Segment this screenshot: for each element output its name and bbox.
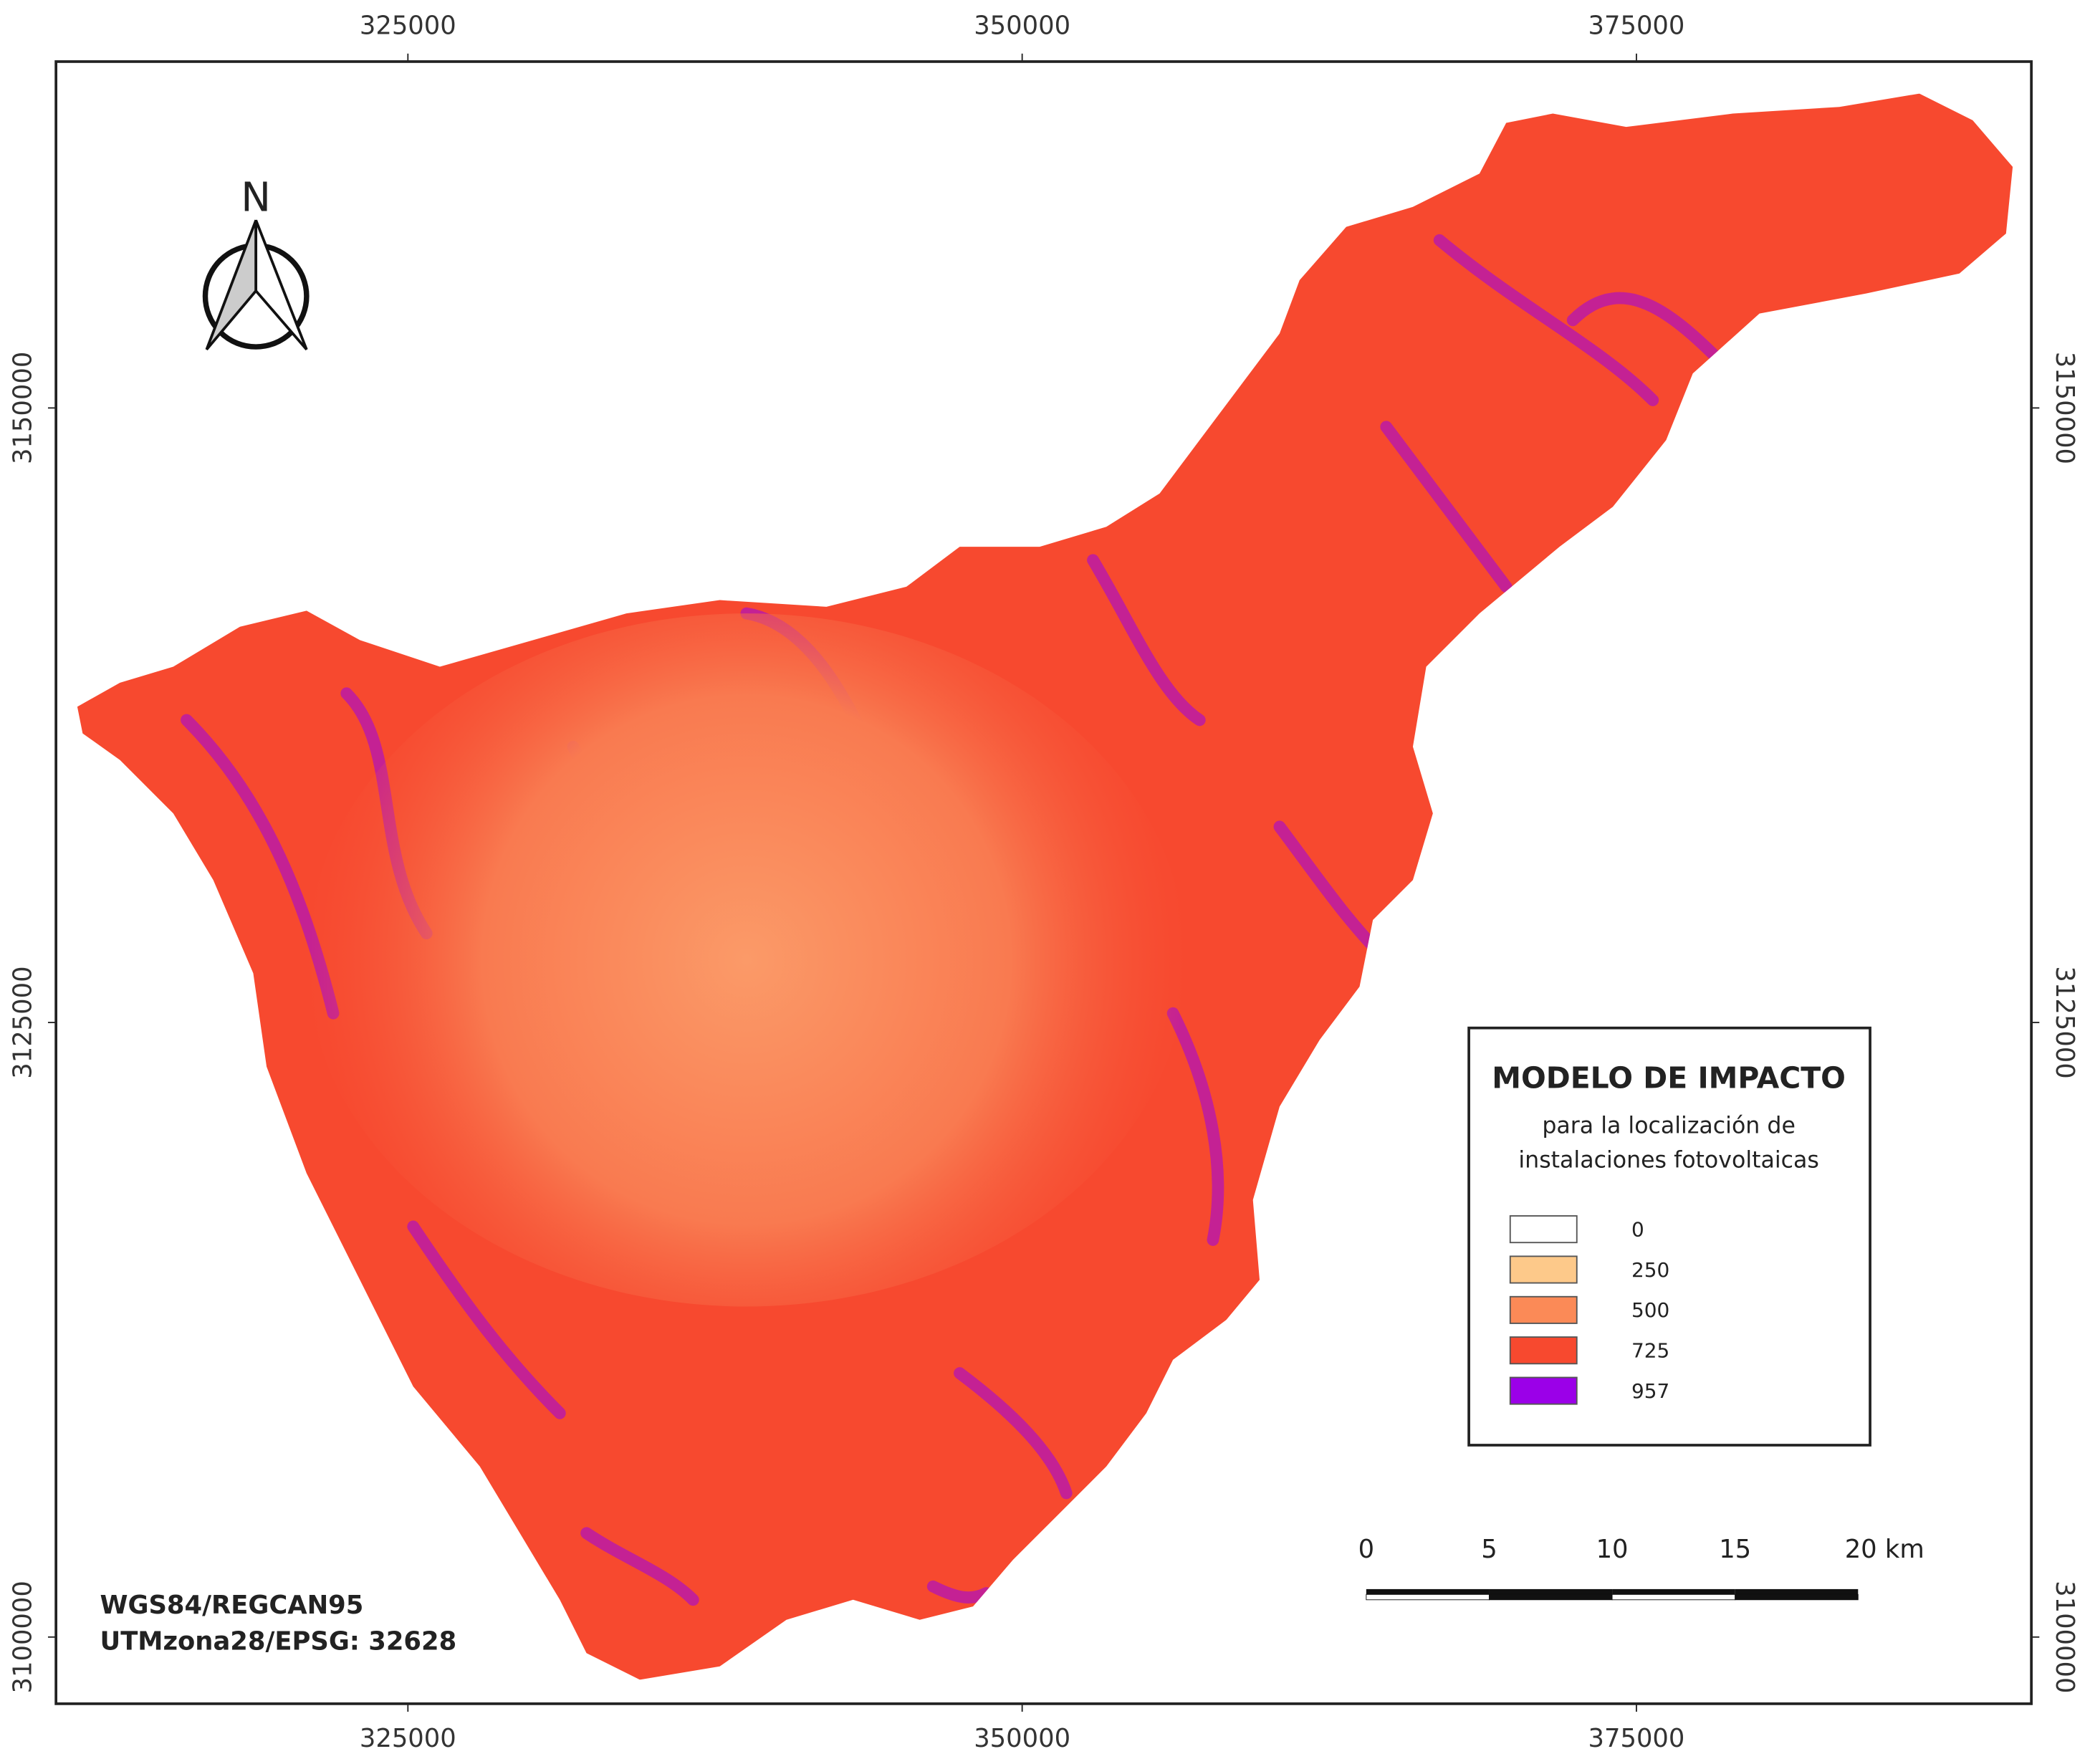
scale-segment [1488,1593,1613,1601]
y-tick-label: 3125000 [2050,966,2079,1078]
legend-swatch [1509,1295,1578,1324]
y-tick-label: 3150000 [8,352,37,464]
legend-subtitle: para la localización de [1542,1113,1796,1139]
legend-label: 725 [1631,1339,1669,1363]
x-tick-label: 350000 [974,11,1070,41]
scale-label: 15 [1719,1535,1751,1564]
legend-title: MODELO DE IMPACTO [1492,1060,1846,1095]
scale-segment [1612,1588,1735,1595]
legend-swatch [1509,1215,1578,1244]
x-tick-label: 350000 [974,1724,1070,1753]
legend-label: 0 [1631,1217,1644,1241]
scale-label: 10 [1596,1535,1629,1564]
legend-label: 250 [1631,1258,1669,1282]
legend-swatch [1509,1376,1578,1405]
scale-label: 20 km [1845,1535,1924,1564]
north-arrow: N [202,175,310,351]
legend-swatch [1509,1255,1578,1284]
scale-segment [1366,1588,1490,1595]
legend-swatch [1509,1336,1578,1365]
y-tick-label: 3100000 [8,1581,37,1693]
y-tick-label: 3100000 [2050,1581,2079,1693]
scale-segment [1735,1593,1859,1601]
crs-label: WGS84/REGCAN95 [100,1591,364,1620]
crs-label: UTMzona28/EPSG: 32628 [100,1626,457,1656]
legend-label: 500 [1631,1298,1669,1322]
legend-subtitle: instalaciones fotovoltaicas [1518,1148,1819,1174]
scale-segment [1366,1593,1490,1601]
y-tick-label: 3125000 [8,966,37,1078]
x-tick-label: 375000 [1588,1724,1685,1753]
scale-label: 0 [1358,1535,1374,1564]
y-tick-label: 3150000 [2050,352,2079,464]
scale-label: 5 [1481,1535,1497,1564]
north-label: N [241,175,271,221]
x-tick-label: 325000 [360,11,456,41]
legend-label: 957 [1631,1379,1669,1403]
scale-segment [1489,1588,1613,1595]
scale-segment [1611,1593,1736,1601]
scale-segment [1735,1588,1859,1595]
x-tick-label: 375000 [1588,11,1685,41]
x-tick-label: 325000 [360,1724,456,1753]
